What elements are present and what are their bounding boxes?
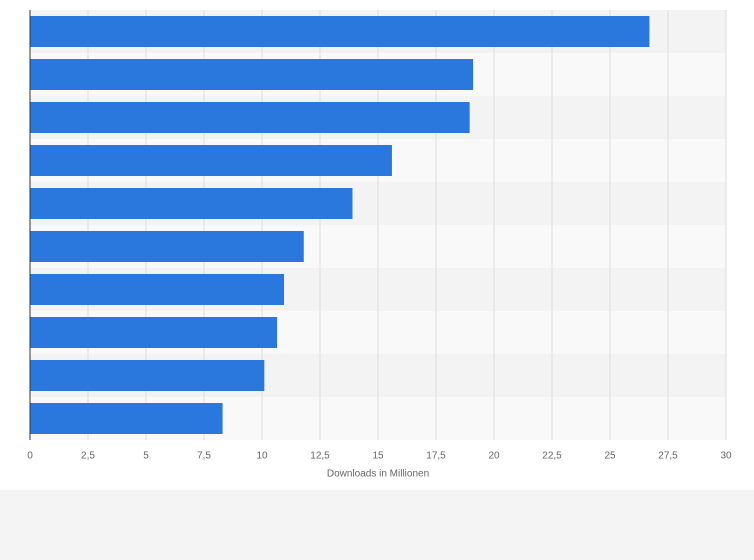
- x-tick-label: 20: [488, 451, 500, 462]
- x-tick-label: 17,5: [426, 451, 446, 462]
- bar: [30, 102, 470, 133]
- x-tick-label: 30: [720, 451, 732, 462]
- bar: [30, 274, 285, 305]
- bar: [30, 317, 278, 348]
- x-tick-label: 10: [256, 451, 268, 462]
- x-tick-label: 25: [604, 451, 616, 462]
- x-axis-title: Downloads in Millionen: [327, 469, 429, 480]
- bar: [30, 403, 223, 434]
- bar: [30, 145, 392, 176]
- x-tick-label: 5: [143, 451, 149, 462]
- x-tick-label: 27,5: [658, 451, 678, 462]
- x-tick-label: 7,5: [197, 451, 211, 462]
- x-tick-label: 0: [27, 451, 33, 462]
- x-tick-label: 22,5: [542, 451, 562, 462]
- bar: [30, 188, 353, 219]
- bar: [30, 360, 265, 391]
- x-tick-label: 2,5: [81, 451, 95, 462]
- bar: [30, 231, 304, 262]
- x-tick-label: 15: [372, 451, 384, 462]
- x-tick-label: 12,5: [310, 451, 330, 462]
- bar: [30, 59, 474, 90]
- bar: [30, 16, 650, 47]
